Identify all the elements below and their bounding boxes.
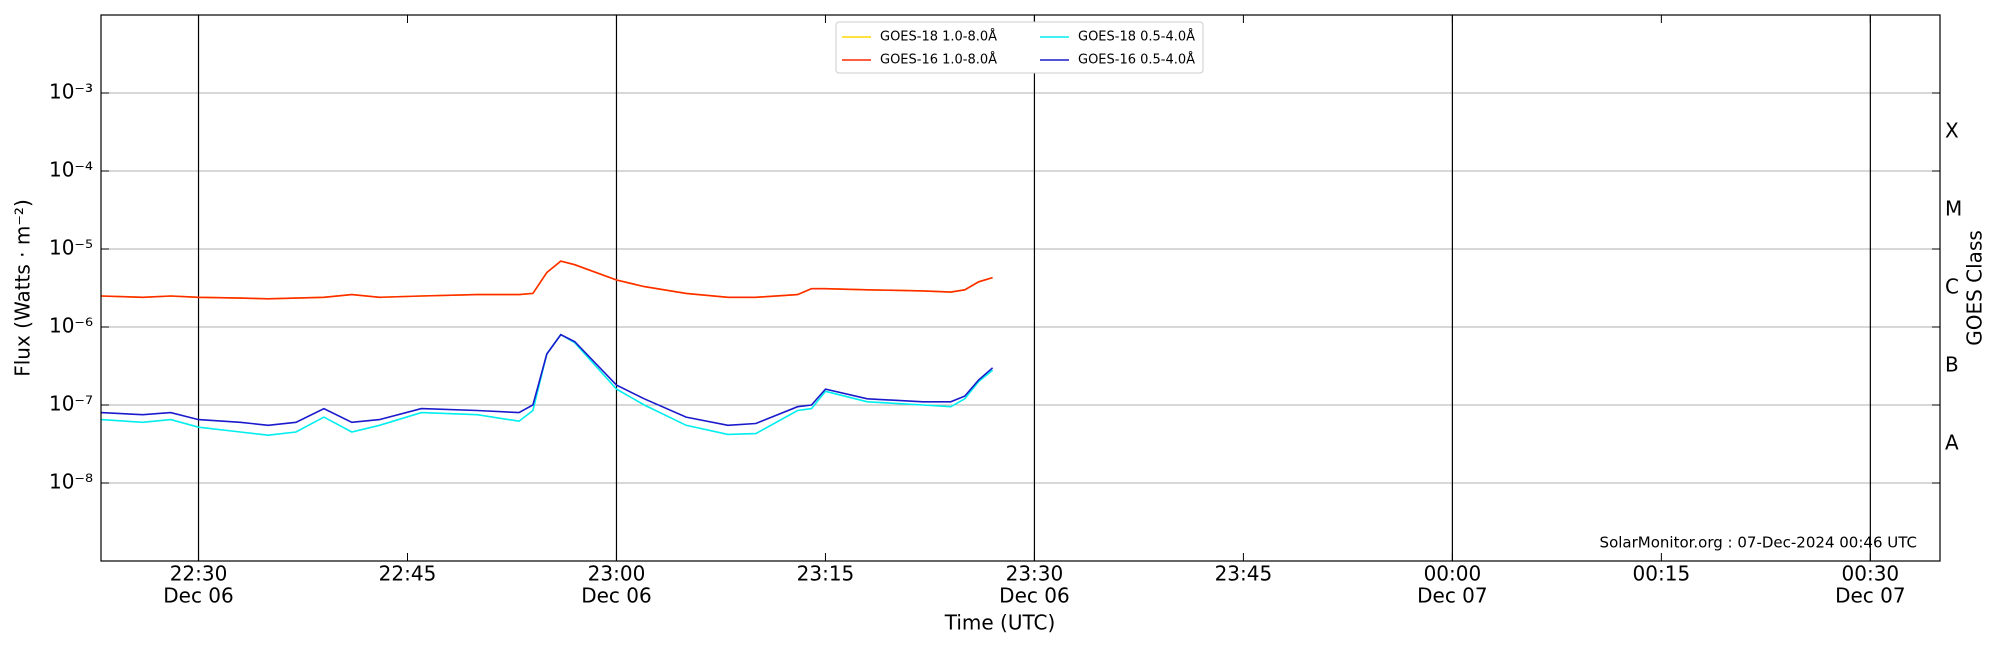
x-tick-label: 00:30 <box>1842 562 1900 586</box>
x-tick-label: 00:15 <box>1633 562 1691 586</box>
y2-tick-label: X <box>1945 119 1959 143</box>
legend-label: GOES-16 1.0-8.0Å <box>880 52 997 68</box>
x-tick-label: 00:00 <box>1424 562 1482 586</box>
series-line <box>100 333 994 427</box>
y2-tick-label: M <box>1945 197 1962 221</box>
y2-tick-label: C <box>1945 275 1959 299</box>
y-tick-label: 10⁻³ <box>49 80 93 104</box>
y2-axis-label: GOES Class <box>1963 230 1987 346</box>
y-tick-label: 10⁻⁴ <box>49 158 93 182</box>
x-tick-date: Dec 06 <box>999 584 1070 608</box>
legend-label: GOES-16 0.5-4.0Å <box>1078 52 1195 68</box>
x-tick-label: 23:45 <box>1215 562 1273 586</box>
legend-box <box>835 21 1204 74</box>
x-tick-label: 23:15 <box>797 562 855 586</box>
y-axis-label: Flux (Watts · m⁻²) <box>11 199 35 377</box>
y-tick-label: 10⁻⁷ <box>49 392 93 416</box>
x-tick-label: 23:00 <box>588 562 646 586</box>
x-tick-date: Dec 06 <box>581 584 652 608</box>
x-tick-label: 22:30 <box>170 562 228 586</box>
legend: GOES-18 1.0-8.0Å GOES-16 1.0-8.0Å GOES-18 … <box>835 21 1204 74</box>
x-tick-date: Dec 07 <box>1417 584 1488 608</box>
legend-label: GOES-18 0.5-4.0Å <box>1078 29 1195 45</box>
y-tick-label: 10⁻⁶ <box>49 314 93 338</box>
x-tick-date: Dec 06 <box>163 584 234 608</box>
y2-tick-label: B <box>1945 353 1959 377</box>
series-line <box>100 260 993 300</box>
plot-frame <box>100 14 1941 562</box>
x-tick-date: Dec 07 <box>1835 584 1906 608</box>
x-tick-label: 22:45 <box>379 562 437 586</box>
x-axis-label: Time (UTC) <box>944 611 1056 635</box>
y-tick-label: 10⁻⁸ <box>49 470 93 494</box>
y2-tick-label: A <box>1945 431 1959 455</box>
legend-label: GOES-18 1.0-8.0Å <box>880 29 997 45</box>
x-tick-label: 23:30 <box>1006 562 1064 586</box>
y-tick-label: 10⁻⁵ <box>49 236 93 260</box>
annotation: SolarMonitor.org : 07-Dec-2024 00:46 UTC <box>1600 534 1917 552</box>
